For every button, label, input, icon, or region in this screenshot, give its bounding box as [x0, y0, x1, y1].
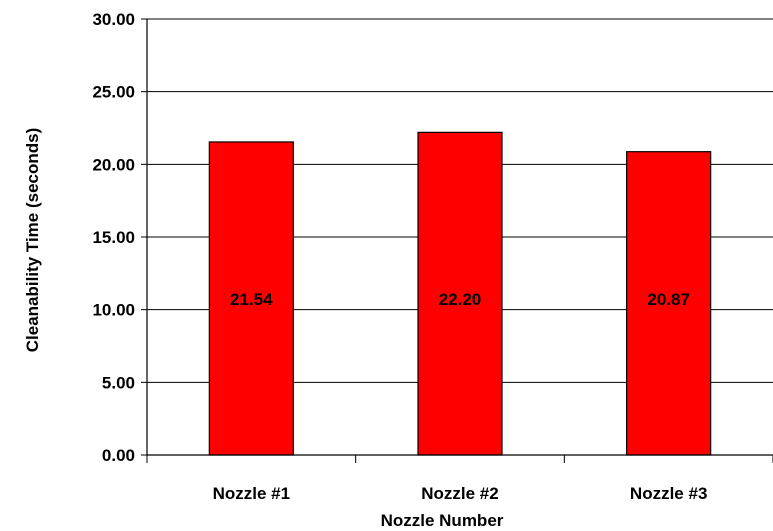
- y-tick-label: 5.00: [102, 373, 135, 392]
- x-tick-label: Nozzle #3: [630, 484, 707, 503]
- x-tick-label: Nozzle #2: [421, 484, 498, 503]
- axes: [141, 18, 773, 463]
- data-label: 22.20: [439, 290, 482, 309]
- x-tick-label: Nozzle #1: [213, 484, 290, 503]
- y-tick-label: 0.00: [102, 446, 135, 465]
- y-tick-labels: 0.00 5.00 10.00 15.00 20.00 25.00 30.00: [92, 10, 135, 465]
- bar: [626, 151, 712, 456]
- x-tick-labels: Nozzle #1 Nozzle #2 Nozzle #3: [213, 484, 708, 503]
- x-axis-title: Nozzle Number: [381, 511, 504, 530]
- y-axis-title: Cleanability Time (seconds): [23, 128, 42, 353]
- bar: [417, 131, 503, 456]
- data-label: 20.87: [647, 290, 690, 309]
- y-tick-label: 10.00: [92, 301, 135, 320]
- data-labels: 21.54 22.20 20.87: [230, 290, 690, 309]
- bars: [208, 131, 712, 456]
- y-tick-label: 30.00: [92, 10, 135, 29]
- y-tick-label: 25.00: [92, 83, 135, 102]
- data-label: 21.54: [230, 290, 273, 309]
- y-tick-label: 20.00: [92, 155, 135, 174]
- y-tick-label: 15.00: [92, 228, 135, 247]
